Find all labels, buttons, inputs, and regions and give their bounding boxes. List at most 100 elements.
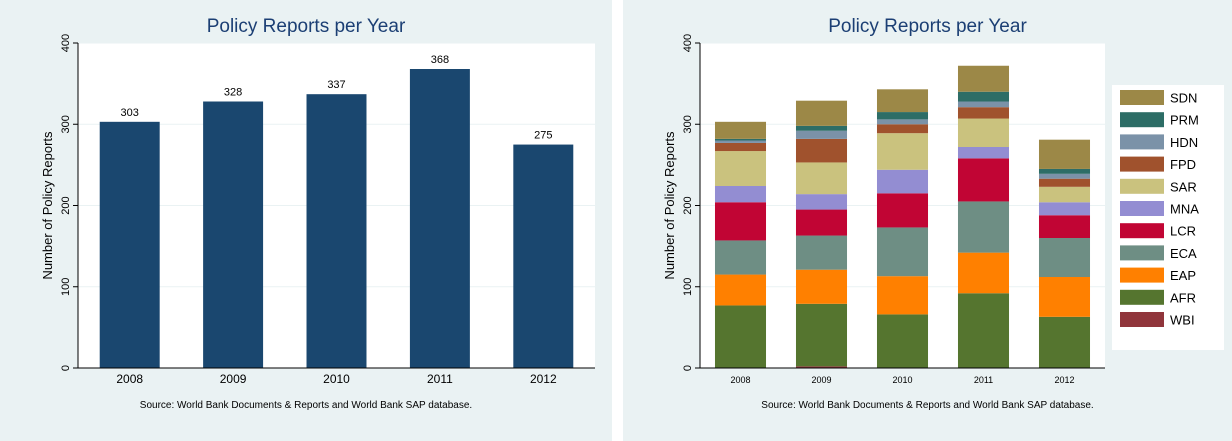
right-chart-bar-fpd-2010 xyxy=(876,124,929,134)
right-chart-bar-eca-2011 xyxy=(957,201,1010,253)
right-chart-bar-eca-2009 xyxy=(795,235,848,270)
left-chart-bar-2008 xyxy=(99,121,160,368)
left-chart-bar-2010 xyxy=(306,94,367,368)
legend-label-lcr: LCR xyxy=(1170,224,1196,239)
right-chart-bar-sar-2008 xyxy=(714,151,767,186)
legend-label-eap: EAP xyxy=(1170,268,1196,283)
right-chart-bar-sdn-2008 xyxy=(714,121,767,139)
right-chart-bar-sar-2012 xyxy=(1038,186,1091,203)
right-chart-y-tick-label: 0 xyxy=(682,365,694,371)
right-chart-bar-prm-2009 xyxy=(795,125,848,131)
legend-label-sdn: SDN xyxy=(1170,91,1197,106)
right-chart-y-axis-label: Number of Policy Reports xyxy=(662,131,677,280)
right-chart-y-tick-label: 300 xyxy=(682,115,694,133)
right-chart-bar-wbi-2009 xyxy=(795,366,848,368)
right-chart-bar-hdn-2011 xyxy=(957,101,1010,108)
right-chart-bar-fpd-2008 xyxy=(714,142,767,152)
right-chart-bar-sar-2010 xyxy=(876,133,929,170)
left-chart-y-tick-label: 200 xyxy=(60,196,72,214)
right-chart-bar-hdn-2010 xyxy=(876,119,929,125)
right-chart-bar-fpd-2012 xyxy=(1038,178,1091,187)
right-chart-bar-afr-2010 xyxy=(876,314,929,368)
right-chart-bar-lcr-2009 xyxy=(795,209,848,236)
legend-label-prm: PRM xyxy=(1170,113,1199,128)
left-chart-data-label-2009: 328 xyxy=(224,87,242,99)
left-chart-bar-2009 xyxy=(203,101,264,368)
legend-swatch-wbi xyxy=(1120,312,1164,327)
right-chart-bar-mna-2011 xyxy=(957,147,1010,159)
right-chart-bar-eap-2008 xyxy=(714,274,767,306)
right-chart-bar-fpd-2011 xyxy=(957,107,1010,119)
right-chart-bar-eap-2011 xyxy=(957,252,1010,294)
right-chart-svg: 0 100 200 300 400 Number of Policy Reports 200… xyxy=(662,34,1224,385)
left-chart-source: Source: World Bank Documents & Reports a… xyxy=(139,400,473,411)
left-chart-data-label-2010: 337 xyxy=(327,79,345,91)
right-chart-bar-hdn-2008 xyxy=(714,140,767,143)
right-chart-bar-sar-2009 xyxy=(795,162,848,195)
right-chart-panel: Policy Reports per Year 0 100 200 300 400 Num… xyxy=(623,0,1232,441)
left-chart-y-tick-label: 100 xyxy=(60,278,72,296)
left-chart-y-tick-label: 400 xyxy=(60,34,72,52)
left-chart-x-tick-label: 2012 xyxy=(530,372,557,386)
left-chart-data-label-2012: 275 xyxy=(534,130,552,142)
left-chart-x-tick-label: 2009 xyxy=(220,372,247,386)
right-chart-bar-sdn-2009 xyxy=(795,100,848,126)
right-chart-y-tick-label: 400 xyxy=(682,34,694,52)
right-chart-bar-mna-2008 xyxy=(714,186,767,203)
left-chart-y-tick-label: 0 xyxy=(60,365,72,371)
left-chart-title: Policy Reports per Year xyxy=(206,16,406,37)
left-chart-svg: 0 100 200 300 400 Number of Policy Reports 303… xyxy=(40,34,595,386)
left-chart-x-tick-label: 2008 xyxy=(116,372,143,386)
legend-swatch-mna xyxy=(1120,201,1164,216)
legend-swatch-lcr xyxy=(1120,223,1164,239)
right-chart-bar-eca-2008 xyxy=(714,240,767,275)
right-chart-bar-lcr-2012 xyxy=(1038,215,1091,238)
left-chart-panel: Policy Reports per Year 0 100 200 300 400 Num… xyxy=(0,0,612,441)
right-chart-x-tick-label: 2011 xyxy=(974,375,993,385)
right-chart-bar-prm-2008 xyxy=(714,138,767,141)
right-chart-bar-eca-2012 xyxy=(1038,238,1091,277)
legend-swatch-sar xyxy=(1120,178,1164,194)
legend-label-eca: ECA xyxy=(1170,246,1197,261)
right-chart-bar-prm-2010 xyxy=(876,112,929,120)
left-chart-data-label-2011: 368 xyxy=(431,54,449,66)
legend-label-fpd: FPD xyxy=(1170,157,1196,172)
right-chart-x-tick-label: 2009 xyxy=(811,375,831,385)
left-chart-x-tick-label: 2011 xyxy=(427,372,453,386)
right-chart-bar-prm-2012 xyxy=(1038,168,1091,174)
right-chart-bar-sdn-2011 xyxy=(957,65,1010,92)
right-chart-bar-sar-2011 xyxy=(957,118,1010,147)
right-chart-legend xyxy=(1112,85,1224,350)
legend-swatch-fpd xyxy=(1120,156,1164,172)
legend-label-hdn: HDN xyxy=(1170,135,1198,150)
legend-swatch-afr xyxy=(1120,289,1164,305)
right-chart-source: Source: World Bank Documents & Reports a… xyxy=(761,400,1094,411)
right-chart-bar-mna-2009 xyxy=(795,194,848,210)
legend-label-wbi: WBI xyxy=(1170,313,1195,328)
left-chart-x-tick-label: 2010 xyxy=(323,372,350,386)
left-chart-data-label-2008: 303 xyxy=(121,107,139,119)
right-chart-y-tick-label: 100 xyxy=(682,278,694,296)
left-chart-bar-2012 xyxy=(513,144,574,368)
legend-swatch-eca xyxy=(1120,245,1164,261)
legend-swatch-prm xyxy=(1120,112,1164,128)
right-chart-bar-lcr-2008 xyxy=(714,202,767,241)
left-chart-y-axis-label: Number of Policy Reports xyxy=(40,131,55,280)
left-chart-y-tick-label: 300 xyxy=(60,115,72,133)
left-chart-bar-2011 xyxy=(409,69,470,368)
right-chart-y-tick-label: 200 xyxy=(682,196,694,214)
right-chart-bar-eap-2009 xyxy=(795,269,848,304)
legend-label-afr: AFR xyxy=(1170,290,1196,305)
legend-swatch-hdn xyxy=(1120,134,1164,150)
right-chart-bar-fpd-2009 xyxy=(795,138,848,163)
right-chart-bar-hdn-2009 xyxy=(795,130,848,139)
right-chart-bar-mna-2010 xyxy=(876,169,929,194)
legend-label-sar: SAR xyxy=(1170,179,1197,194)
right-chart-x-tick-label: 2010 xyxy=(892,375,912,385)
right-chart-x-tick-label: 2012 xyxy=(1054,375,1074,385)
right-chart-bar-lcr-2010 xyxy=(876,193,929,228)
right-chart-bar-eap-2012 xyxy=(1038,277,1091,317)
right-chart-bar-sdn-2012 xyxy=(1038,139,1091,169)
right-chart-bar-eap-2010 xyxy=(876,276,929,315)
legend-label-mna: MNA xyxy=(1170,202,1199,217)
